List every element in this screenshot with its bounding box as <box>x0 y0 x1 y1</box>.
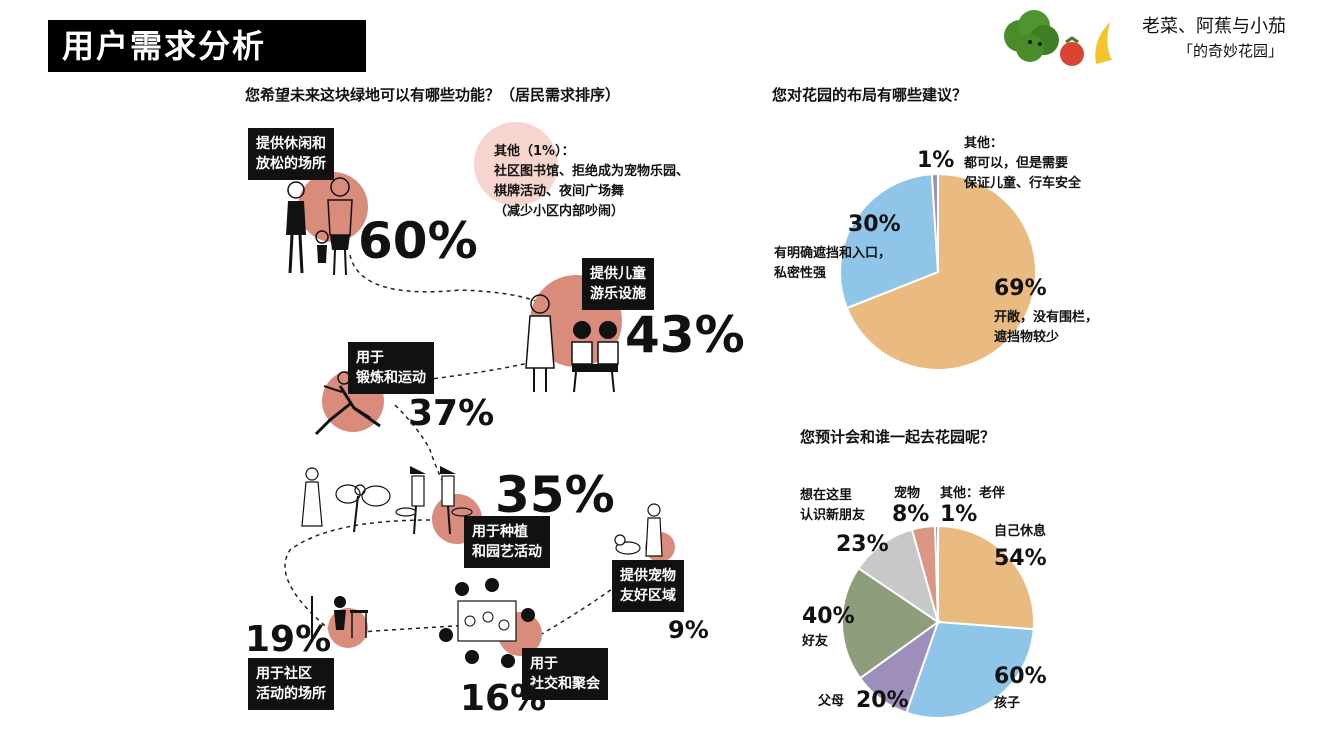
companion-pct-parents: 20% <box>856 688 909 713</box>
logo: 老菜、阿蕉与小茄 「的奇妙花园」 <box>1000 4 1300 70</box>
companion-pct-other: 1% <box>940 502 978 527</box>
title-bar <box>48 20 366 72</box>
companion-pct-friends: 40% <box>802 604 855 629</box>
other-bubble <box>474 122 558 206</box>
function-label-community: 用于社区 活动的场所 <box>248 658 334 710</box>
companion-self-label: 自己休息 <box>994 524 1047 539</box>
layout-open-note: 开敞，没有围栏， 遮挡物较少 <box>994 310 1099 345</box>
page-title: 用户需求分析 <box>62 27 267 65</box>
function-label-exercise: 用于 锻炼和运动 <box>348 342 434 394</box>
companion-pie-chart <box>841 524 1035 719</box>
layout-private-note: 有明确遮挡和入口， 私密性强 <box>774 246 892 281</box>
logo-vegetables-icon <box>1004 10 1112 66</box>
function-label-pets: 提供宠物 友好区域 <box>612 560 684 612</box>
layout-pie-slice-0 <box>845 172 1037 371</box>
children-illustration <box>525 294 619 393</box>
companion-pie-slice-1 <box>905 620 1035 719</box>
companion-pct-new-friends: 23% <box>836 532 889 557</box>
companion-new-friends-note: 想在这里 认识新朋友 <box>800 488 866 523</box>
layout-pct-other: 1% <box>917 148 955 173</box>
layout-pie-chart <box>839 172 1037 371</box>
layout-other-note: 其他： 都可以，但是需要 保证儿童、行车安全 <box>964 136 1082 191</box>
function-label-kids: 提供儿童 游乐设施 <box>582 258 654 310</box>
function-label-social: 用于 社交和聚会 <box>522 648 608 700</box>
family-illustration <box>286 177 353 276</box>
companion-other-label: 其他：老伴 <box>940 486 1006 501</box>
layout-question: 您对花园的布局有哪些建议？ <box>772 86 968 104</box>
function-percent-kids: 43% <box>625 306 745 364</box>
companion-pct-pet: 8% <box>892 502 930 527</box>
pet-illustration <box>614 503 663 557</box>
companion-pet-label: 宠物 <box>894 486 921 501</box>
layout-pie-slice-2 <box>930 172 939 273</box>
functions-question: 您希望未来这块绿地可以有哪些功能？（居民需求排序） <box>245 86 621 104</box>
gardening-illustration <box>301 466 473 535</box>
companion-kids-label: 孩子 <box>994 696 1021 711</box>
other-note: 其他（1%）： 社区图书馆、拒绝成为宠物乐园、 棋牌活动、夜间广场舞 （减少小区… <box>494 144 690 219</box>
companion-friends-label: 好友 <box>802 634 829 649</box>
function-percent-pets: 9% <box>668 616 709 644</box>
companion-pie-slice-0 <box>937 524 1035 631</box>
logo-line1: 老菜、阿蕉与小茄 <box>1142 16 1286 37</box>
function-percent-exercise: 37% <box>408 393 495 434</box>
social-illustration <box>439 578 535 668</box>
function-percent-social: 16% <box>460 678 547 719</box>
companion-pct-self: 54% <box>994 546 1047 571</box>
function-percent-leisure: 60% <box>358 212 478 270</box>
accent-circle <box>298 172 368 242</box>
layout-pct-private: 30% <box>848 212 901 237</box>
logo-line2: 「的奇妙花园」 <box>1178 42 1284 60</box>
function-label-leisure: 提供休闲和 放松的场所 <box>248 128 334 180</box>
companion-pct-kids: 60% <box>994 664 1047 689</box>
function-percent-community: 19% <box>245 619 332 660</box>
community-illustration <box>311 596 368 642</box>
exercise-illustration <box>314 371 381 436</box>
layout-pct-open: 69% <box>994 276 1047 301</box>
function-label-gardening: 用于种植 和园艺活动 <box>464 516 550 568</box>
companion-parents-label: 父母 <box>818 694 845 709</box>
companion-pie-slice-3 <box>841 566 940 680</box>
companion-pie-slice-6 <box>934 524 939 623</box>
layout-pie-slice-1 <box>839 173 940 310</box>
companion-question: 您预计会和谁一起去花园呢？ <box>800 428 996 446</box>
function-percent-gardening: 35% <box>495 466 615 524</box>
